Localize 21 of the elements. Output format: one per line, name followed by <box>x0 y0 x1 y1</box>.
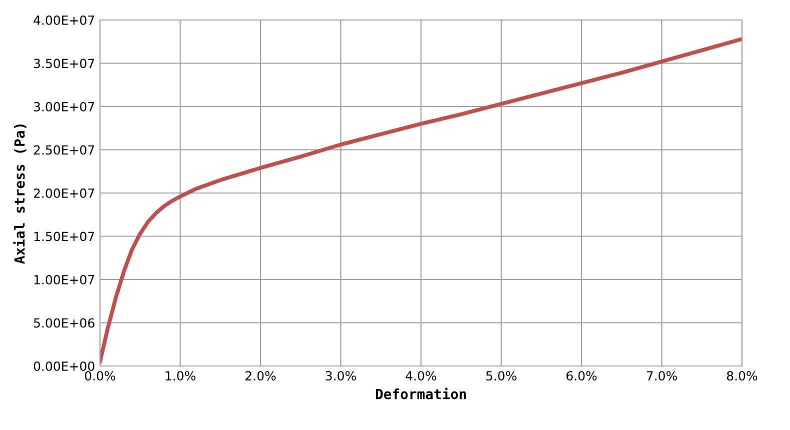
x-tick-label: 2.0% <box>246 371 276 381</box>
line-series <box>100 37 742 364</box>
x-tick-label: 7.0% <box>646 371 677 381</box>
x-axis-title: Deformation <box>376 388 466 400</box>
x-tick-label: 0.0% <box>84 371 116 381</box>
x-tick-label: 3.0% <box>326 371 356 381</box>
y-tick-label: 5.00E+06 <box>34 318 94 328</box>
y-tick-label: 1.00E+07 <box>34 274 94 284</box>
x-tick-label: 4.0% <box>406 371 436 381</box>
x-tick-label: 6.0% <box>566 371 597 381</box>
y-tick-label: 0.00E+00 <box>34 361 94 371</box>
x-tick-label: 8.0% <box>726 371 758 381</box>
y-tick-label: 1.50E+07 <box>34 232 94 242</box>
y-tick-label: 3.00E+07 <box>34 102 94 112</box>
y-axis-title: Axial stress (Pa) <box>13 124 26 264</box>
y-tick-label: 2.00E+07 <box>34 188 94 198</box>
y-tick-label: 4.00E+07 <box>34 15 94 25</box>
x-tick-label: 5.0% <box>486 371 516 381</box>
x-tick-label: 1.0% <box>166 371 196 381</box>
y-tick-label: 2.50E+07 <box>34 145 94 155</box>
y-tick-label: 3.50E+07 <box>34 58 94 68</box>
